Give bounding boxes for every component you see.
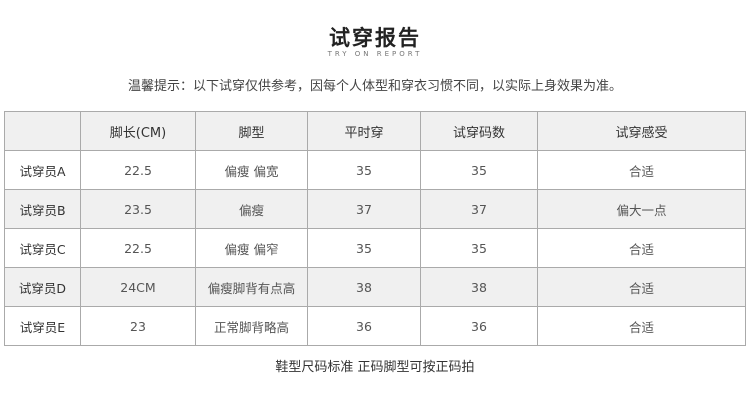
cell: 偏大一点 [537, 189, 746, 229]
table-row: 试穿员B 23.5 偏瘦 37 37 偏大一点 [4, 189, 746, 229]
cell: 偏瘦 偏宽 [195, 150, 308, 190]
header-cell: 试穿感受 [537, 111, 746, 151]
cell: 35 [420, 228, 538, 268]
header-cell: 平时穿 [307, 111, 421, 151]
cell: 试穿员C [4, 228, 81, 268]
header-cell: 脚长(CM) [80, 111, 196, 151]
cell: 35 [307, 228, 421, 268]
cell: 37 [307, 189, 421, 229]
cell: 22.5 [80, 228, 196, 268]
cell: 24CM [80, 267, 196, 307]
cell: 38 [307, 267, 421, 307]
cell: 35 [307, 150, 421, 190]
page-title: 试穿报告 [329, 26, 421, 50]
table-row: 试穿员A 22.5 偏瘦 偏宽 35 35 合适 [4, 150, 746, 190]
cell: 偏瘦脚背有点高 [195, 267, 308, 307]
cell: 23 [80, 306, 196, 346]
header-cell: 试穿码数 [420, 111, 538, 151]
cell: 合适 [537, 267, 746, 307]
cell: 38 [420, 267, 538, 307]
cell: 36 [307, 306, 421, 346]
cell: 37 [420, 189, 538, 229]
header-cell: 脚型 [195, 111, 308, 151]
cell: 正常脚背略高 [195, 306, 308, 346]
cell: 22.5 [80, 150, 196, 190]
cell: 试穿员A [4, 150, 81, 190]
cell: 36 [420, 306, 538, 346]
table-row: 试穿员E 23 正常脚背略高 36 36 合适 [4, 306, 746, 346]
tip-text: 温馨提示：以下试穿仅供参考，因每个人体型和穿衣习惯不同，以实际上身效果为准。 [127, 79, 622, 94]
cell: 试穿员E [4, 306, 81, 346]
cell: 合适 [537, 228, 746, 268]
table-row: 试穿员D 24CM 偏瘦脚背有点高 38 38 合适 [4, 267, 746, 307]
footer-note: 鞋型尺码标准 正码脚型可按正码拍 [275, 360, 475, 375]
cell: 偏瘦 [195, 189, 308, 229]
cell: 35 [420, 150, 538, 190]
cell: 试穿员D [4, 267, 81, 307]
try-on-table: 脚长(CM) 脚型 平时穿 试穿码数 试穿感受 试穿员A 22.5 偏瘦 偏宽 35 3… [4, 111, 746, 346]
table-header-row: 脚长(CM) 脚型 平时穿 试穿码数 试穿感受 [4, 111, 746, 151]
table-row: 试穿员C 22.5 偏瘦 偏窄 35 35 合适 [4, 228, 746, 268]
page-subtitle: TRY ON REPORT [327, 50, 423, 58]
cell: 合适 [537, 306, 746, 346]
cell: 偏瘦 偏窄 [195, 228, 308, 268]
header-cell [4, 111, 81, 151]
cell: 合适 [537, 150, 746, 190]
cell: 23.5 [80, 189, 196, 229]
cell: 试穿员B [4, 189, 81, 229]
